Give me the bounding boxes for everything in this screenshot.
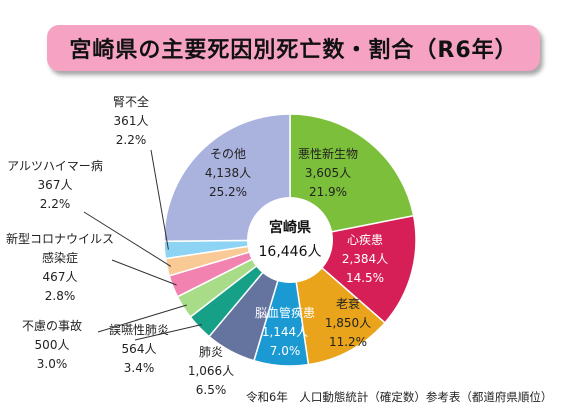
slice-name-label: 不慮の事故 [22, 318, 82, 333]
slice-labels: 悪性新生物 3,605人 21.9% 心疾患 2,384人 14.5% 老衰 1,850人 11… [6, 94, 388, 397]
leader-lines [83, 149, 203, 341]
slice-percent-label: 7.0% [270, 344, 301, 358]
slice-name-label: 心疾患 [347, 232, 383, 247]
slice-name-label: その他 [210, 147, 246, 161]
leader-line [134, 324, 203, 341]
slice-count-label: 4,138人 [205, 166, 251, 180]
slice-count-label: 564人 [122, 342, 157, 356]
slice-name-label: 悪性新生物 [298, 146, 358, 161]
center-total: 16,446人 [259, 244, 322, 260]
slice-percent-label: 3.0% [37, 357, 68, 371]
leader-line [97, 304, 187, 333]
source-note: 令和6年 人口動態統計（確定数）参考表（都道府県順位） [246, 390, 553, 404]
slice-1 [289, 113, 415, 241]
slice-percent-label: 2.2% [40, 197, 71, 211]
slice-percent-label: 25.2% [209, 185, 247, 199]
slice-count-label: 2,384人 [342, 252, 388, 266]
slice-count-label: 467人 [43, 270, 78, 284]
slice-name-label: アルツハイマー病 [7, 158, 103, 173]
slice-name-label: 腎不全 [113, 94, 149, 109]
leader-line [150, 149, 169, 250]
slice-percent-label: 6.5% [196, 383, 227, 397]
leader-line [111, 259, 177, 286]
slice-name-label: 肺炎 [199, 345, 223, 359]
slice-name-label: 脳血管疾患 [255, 305, 315, 320]
slice-percent-label: 2.2% [116, 133, 147, 147]
title-banner: 宮崎県の主要死因別死亡数・割合（R6年） [47, 25, 540, 71]
donut-hole [247, 197, 333, 283]
slice-count-label: 1,850人 [325, 316, 371, 330]
slice-name-label: 新型コロナウイルス [6, 231, 114, 246]
slice-percent-label: 2.8% [45, 289, 76, 303]
slice-count-label: 367人 [38, 178, 73, 192]
slice-11 [163, 113, 291, 243]
slice-percent-label: 3.4% [124, 361, 155, 375]
slice-count-label: 3,605人 [305, 166, 351, 180]
center-title: 宮崎県 [269, 219, 311, 236]
slice-count-label: 361人 [114, 114, 149, 128]
slice-count-label: 1,144人 [262, 325, 308, 339]
leader-line [83, 211, 172, 267]
slice-name-label: 老衰 [336, 296, 360, 311]
chart-title: 宮崎県の主要死因別死亡数・割合（R6年） [69, 38, 518, 63]
slice-name-label: 誤嚥性肺炎 [109, 322, 169, 337]
slice-percent-label: 21.9% [309, 185, 347, 199]
slice-name-label: 感染症 [42, 250, 78, 265]
slice-percent-label: 11.2% [329, 335, 367, 349]
slice-percent-label: 14.5% [346, 271, 384, 285]
slice-count-label: 500人 [35, 338, 70, 352]
slice-count-label: 1,066人 [188, 364, 234, 378]
